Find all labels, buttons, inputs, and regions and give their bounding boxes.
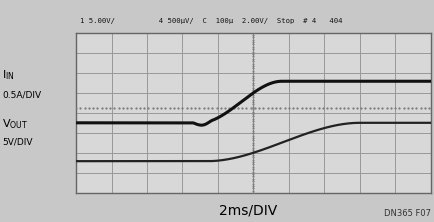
Text: V$_{\mathsf{OUT}}$: V$_{\mathsf{OUT}}$ <box>2 117 28 131</box>
Text: DN365 F07: DN365 F07 <box>383 208 430 218</box>
Text: I$_{\mathsf{IN}}$: I$_{\mathsf{IN}}$ <box>2 69 15 82</box>
Text: 5V/DIV: 5V/DIV <box>2 138 33 147</box>
Text: 0.5A/DIV: 0.5A/DIV <box>2 91 41 100</box>
Text: 1 5.00V/          4 500μV/  C  100μ  2.00V/  Stop  # 4   404: 1 5.00V/ 4 500μV/ C 100μ 2.00V/ Stop # 4… <box>79 18 342 24</box>
Text: 2ms/DIV: 2ms/DIV <box>218 204 276 218</box>
